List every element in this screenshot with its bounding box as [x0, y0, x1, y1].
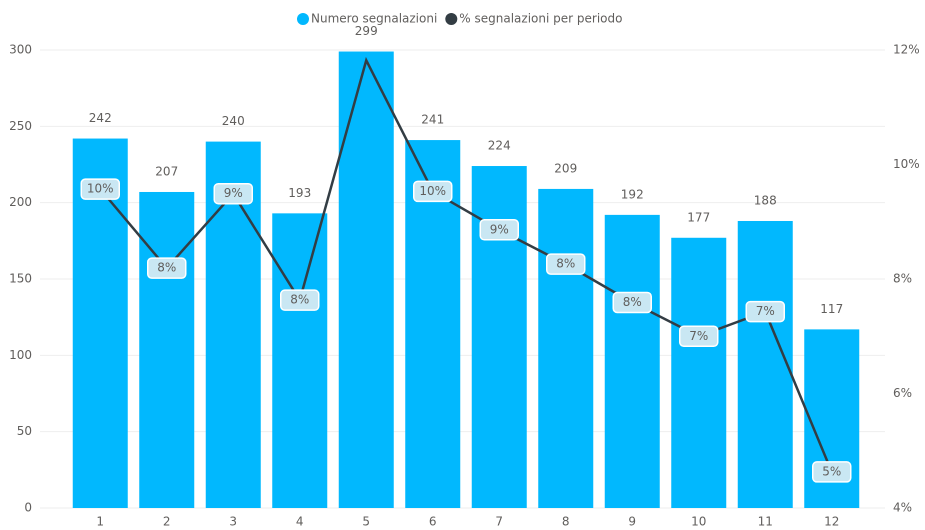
legend-label: Numero segnalazioni	[311, 12, 437, 26]
label-box	[147, 257, 187, 279]
y-tick-label: 250	[9, 119, 32, 133]
legend-marker	[445, 13, 458, 25]
y2-tick-label: 10%	[893, 157, 920, 171]
line-value-label: 7%	[689, 329, 708, 343]
label-box	[812, 461, 852, 483]
bar-value-label: 207	[155, 164, 178, 178]
bar-value-label: 224	[488, 139, 511, 153]
bar	[604, 214, 660, 508]
x-tick-label: 9	[628, 515, 636, 529]
y-tick-label: 0	[24, 501, 32, 515]
x-tick-label: 11	[758, 515, 773, 529]
line-value-label: 8%	[623, 295, 642, 309]
bar-value-label: 177	[687, 210, 710, 224]
x-tick-label: 5	[362, 515, 370, 529]
label-box	[546, 253, 586, 275]
line-value-label: 8%	[290, 293, 309, 307]
label-box	[280, 289, 320, 311]
line-value-label: 9%	[224, 186, 243, 200]
bar-value-label: 241	[421, 113, 444, 127]
x-tick-label: 3	[229, 515, 237, 529]
bar-value-label: 117	[820, 302, 843, 316]
bar-value-label: 193	[288, 186, 311, 200]
y-tick-label: 50	[17, 424, 32, 438]
x-tick-label: 2	[163, 515, 171, 529]
bar	[139, 191, 195, 509]
line-value-label: 8%	[157, 261, 176, 275]
y2-tick-label: 4%	[893, 501, 912, 515]
bar	[737, 220, 793, 508]
y-tick-label: 100	[9, 348, 32, 362]
bar-value-label: 240	[222, 114, 245, 128]
label-box	[213, 182, 253, 205]
label-box	[679, 325, 719, 347]
x-tick-label: 8	[562, 515, 570, 529]
line-value-label: 7%	[756, 304, 775, 318]
bar-value-label: 209	[554, 161, 577, 175]
x-tick-label: 4	[296, 515, 304, 529]
bar-value-label: 299	[355, 24, 378, 38]
bar-value-label: 192	[621, 187, 644, 201]
x-tick-label: 7	[495, 515, 503, 529]
label-box	[612, 291, 652, 314]
label-box	[80, 178, 120, 200]
y2-tick-label: 8%	[893, 272, 912, 286]
y2-tick-label: 6%	[893, 386, 912, 400]
bar	[272, 213, 328, 508]
y2-tick-label: 12%	[893, 43, 920, 57]
label-box	[413, 180, 453, 203]
y-tick-label: 150	[9, 272, 32, 286]
x-tick-label: 10	[691, 515, 706, 529]
label-box	[745, 300, 785, 323]
x-tick-label: 6	[429, 515, 437, 529]
line-value-label: 8%	[556, 257, 575, 271]
bar	[72, 138, 128, 508]
line-value-label: 10%	[87, 182, 114, 196]
bar-value-label: 242	[89, 111, 112, 125]
label-box	[479, 219, 519, 241]
legend-marker	[297, 13, 309, 25]
y-tick-label: 200	[9, 195, 32, 209]
line-value-label: 10%	[419, 184, 446, 198]
line-value-label: 5%	[822, 464, 841, 478]
legend-label: % segnalazioni per periodo	[459, 12, 622, 26]
y-tick-label: 300	[9, 43, 32, 57]
bar	[338, 51, 394, 508]
bar	[538, 188, 594, 508]
x-tick-label: 12	[824, 515, 839, 529]
bar	[671, 237, 727, 508]
bar-value-label: 188	[754, 193, 777, 207]
line-value-label: 9%	[490, 222, 509, 236]
x-tick-label: 1	[96, 515, 104, 529]
